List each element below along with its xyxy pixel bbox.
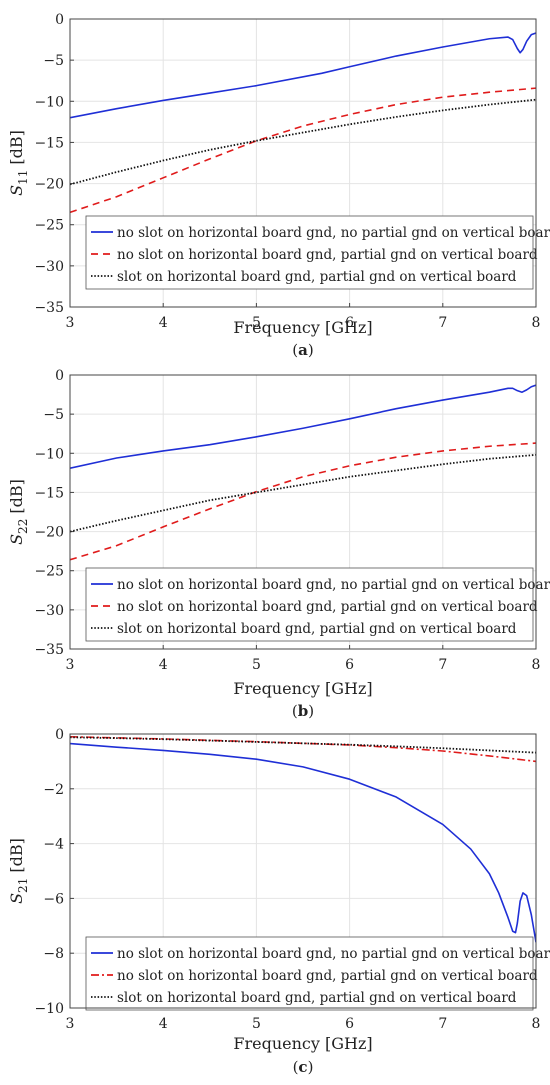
y-tick-label: −10 <box>34 1001 64 1017</box>
y-tick-label: −6 <box>43 891 64 907</box>
y-tick-label: −4 <box>43 837 64 853</box>
x-tick-label: 8 <box>532 1016 541 1032</box>
x-tick-label: 4 <box>159 657 168 673</box>
legend-entry-label: slot on horizontal board gnd, partial gn… <box>117 621 517 637</box>
y-tick-label: −30 <box>34 603 64 619</box>
y-axis-label-unit: [dB] <box>7 130 26 170</box>
caption-letter: a <box>298 341 308 359</box>
chart-panel-a: 3 4 5 6 7 8 0 −5 −10 −15 −20 −25 −30 −35 no slot on ho… <box>7 12 550 359</box>
legend-entry-label: no slot on horizontal board gnd, no part… <box>117 577 550 593</box>
x-axis-label: Frequency [GHz] <box>233 1034 372 1053</box>
series-line-3 <box>70 736 536 754</box>
x-tick-label: 8 <box>532 315 541 331</box>
series-line-2 <box>70 735 536 763</box>
y-tick-label: −20 <box>34 525 64 541</box>
plot-frame <box>69 374 537 650</box>
y-tick-label: −15 <box>34 485 64 501</box>
y-tick-label: 0 <box>55 727 64 743</box>
legend-entry-label: no slot on horizontal board gnd, no part… <box>117 225 550 241</box>
legend: no slot on horizontal board gnd, no part… <box>85 567 550 642</box>
caption-paren-close: ) <box>308 341 314 359</box>
legend-entry-label: no slot on horizontal board gnd, no part… <box>117 946 550 962</box>
x-tick-label: 3 <box>66 1016 75 1032</box>
y-tick-label: 0 <box>55 368 64 384</box>
x-tick-label: 7 <box>438 315 447 331</box>
y-tick-label: −15 <box>34 135 64 151</box>
series-line-3 <box>70 453 536 533</box>
y-tick-label: −8 <box>43 946 64 962</box>
x-tick-label: 3 <box>66 657 75 673</box>
y-tick-label: −25 <box>34 564 64 580</box>
y-axis-label-symbol: S <box>7 534 26 545</box>
x-tick-label: 8 <box>532 657 541 673</box>
y-tick-label: −35 <box>34 300 64 316</box>
x-tick-label: 5 <box>252 315 261 331</box>
series-line-3 <box>70 98 536 186</box>
x-tick-label: 5 <box>252 1016 261 1032</box>
y-axis-label: S22 [dB] <box>7 479 30 545</box>
legend-entry-label: slot on horizontal board gnd, partial gn… <box>117 269 517 285</box>
legend-entry-label: slot on horizontal board gnd, partial gn… <box>117 990 517 1006</box>
legend-entry-label: no slot on horizontal board gnd, partial… <box>117 247 538 263</box>
y-tick-label: −2 <box>43 782 64 798</box>
series-line-1 <box>70 742 536 943</box>
series-line-1 <box>70 32 536 119</box>
x-tick-label: 6 <box>345 657 354 673</box>
caption-paren-open: ( <box>292 702 298 720</box>
series-line-1 <box>70 384 536 469</box>
x-tick-label: 6 <box>345 315 354 331</box>
x-tick-label: 7 <box>438 657 447 673</box>
legend-box <box>85 215 534 290</box>
legend-entry-label: no slot on horizontal board gnd, partial… <box>117 599 538 615</box>
y-axis-label-subscript: 21 <box>16 878 30 893</box>
panel-caption: (c) <box>293 1058 314 1076</box>
panel-caption: (b) <box>292 702 314 720</box>
legend-box <box>85 936 534 1011</box>
y-tick-label: −10 <box>34 94 64 110</box>
caption-paren-close: ) <box>308 702 314 720</box>
caption-paren-close: ) <box>308 1058 314 1076</box>
plot-frame <box>69 18 537 308</box>
y-tick-label: −5 <box>43 53 64 69</box>
y-tick-label: −25 <box>34 218 64 234</box>
legend: no slot on horizontal board gnd, no part… <box>85 215 550 290</box>
plot-frame <box>69 733 537 1009</box>
x-tick-label: 7 <box>438 1016 447 1032</box>
y-axis-label: S21 [dB] <box>7 838 30 904</box>
y-tick-label: −20 <box>34 177 64 193</box>
legend: no slot on horizontal board gnd, no part… <box>85 936 550 1011</box>
y-axis-label: S11 [dB] <box>7 130 30 196</box>
x-tick-label: 3 <box>66 315 75 331</box>
x-axis-label: Frequency [GHz] <box>233 679 372 698</box>
caption-paren-open: ( <box>293 1058 299 1076</box>
chart-panel-b: 3 4 5 6 7 8 0 −5 −10 −15 −20 −25 −30 −35 no slot on ho… <box>7 368 550 720</box>
y-tick-label: −10 <box>34 446 64 462</box>
panel-caption: (a) <box>292 341 313 359</box>
x-tick-label: 4 <box>159 1016 168 1032</box>
caption-letter: b <box>298 702 309 720</box>
chart-panel-c: 3 4 5 6 7 8 0 −2 −4 −6 −8 −10 no slot on horizontal … <box>7 727 550 1076</box>
y-axis-label-unit: [dB] <box>7 479 26 519</box>
x-tick-label: 5 <box>252 657 261 673</box>
y-tick-label: 0 <box>55 12 64 28</box>
x-tick-label: 6 <box>345 1016 354 1032</box>
caption-paren-open: ( <box>292 341 298 359</box>
x-tick-label: 4 <box>159 315 168 331</box>
y-axis-label-subscript: 22 <box>16 519 30 534</box>
legend-entry-label: no slot on horizontal board gnd, partial… <box>117 968 538 984</box>
y-axis-label-symbol: S <box>7 185 26 196</box>
y-tick-label: −35 <box>34 642 64 658</box>
y-tick-label: −5 <box>43 407 64 423</box>
y-tick-label: −30 <box>34 259 64 275</box>
y-axis-label-subscript: 11 <box>16 170 30 185</box>
y-axis-label-unit: [dB] <box>7 838 26 878</box>
y-axis-label-symbol: S <box>7 893 26 904</box>
x-axis-label: Frequency [GHz] <box>233 318 372 337</box>
caption-letter: c <box>298 1058 307 1076</box>
legend-box <box>85 567 534 642</box>
